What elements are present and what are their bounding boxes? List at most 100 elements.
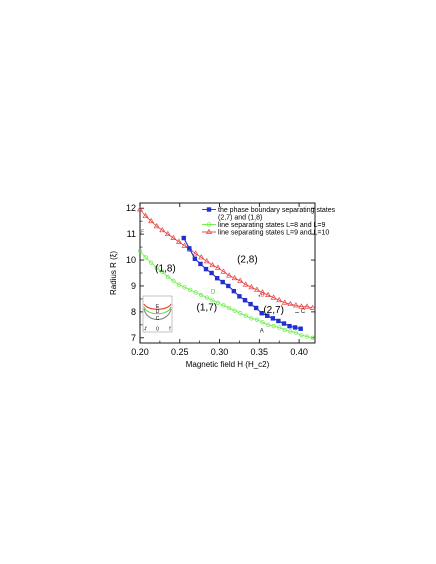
series-line	[183, 237, 301, 330]
data-point	[221, 303, 226, 308]
data-point	[159, 226, 166, 233]
y-tick-label: 9	[131, 281, 136, 291]
data-point	[176, 282, 182, 287]
data-point	[292, 302, 299, 308]
legend-entry: line separating states L=9 and L=10	[218, 230, 329, 237]
data-point	[170, 234, 177, 240]
data-point	[260, 320, 265, 325]
x-tick-label: 0.25	[171, 347, 189, 357]
x-axis-title: Magnetic field H (H_c2)	[186, 360, 270, 369]
x-tick-label: 0.35	[251, 347, 269, 357]
data-point	[199, 292, 204, 298]
series-2	[136, 206, 316, 310]
data-point	[203, 258, 210, 264]
data-point	[214, 264, 221, 270]
data-point	[160, 269, 165, 274]
data-point	[271, 323, 276, 329]
data-point	[143, 255, 148, 260]
data-point	[154, 265, 159, 270]
legend-swatch	[202, 222, 216, 227]
data-point	[192, 256, 198, 261]
data-point	[298, 303, 305, 309]
data-point	[277, 325, 282, 330]
data-point	[226, 283, 231, 289]
data-point	[254, 317, 260, 322]
series-0	[181, 235, 303, 331]
inset-tick-label: -f	[143, 327, 147, 333]
region-labels: (2,8) (1,8) (1,7) (2,7)	[155, 255, 284, 317]
data-point	[299, 333, 304, 338]
data-point	[164, 230, 171, 237]
data-point	[231, 274, 238, 281]
data-point	[248, 301, 253, 307]
data-point	[187, 287, 193, 293]
data-point	[203, 266, 209, 272]
legend-entry: (2,7) and (1,8)	[218, 215, 262, 222]
y-tick-label: 8	[131, 307, 136, 317]
data-point	[298, 326, 303, 331]
region-label: (1,8)	[155, 264, 176, 275]
inset-curve-label: D	[156, 309, 160, 315]
data-point	[259, 289, 266, 295]
data-point	[310, 335, 315, 340]
point-label: C	[301, 309, 306, 315]
data-point	[249, 316, 254, 321]
point-label: E	[140, 230, 144, 236]
data-point	[192, 250, 199, 256]
tick-labels: 0.20 0.25 0.30 0.35 0.40 7 8 9 10 11 12	[126, 203, 308, 357]
data-point	[265, 322, 271, 328]
inset-tick-label: 0	[156, 327, 159, 333]
data-point	[238, 311, 243, 316]
legend-entry: the phase boundary separating states	[218, 207, 336, 214]
data-point	[281, 299, 288, 305]
inset-plot: EDC -f 0 f	[142, 295, 173, 333]
data-point	[270, 294, 277, 300]
data-point	[309, 304, 316, 310]
data-point	[206, 222, 212, 227]
data-point	[265, 291, 272, 297]
tick-marks	[139, 203, 315, 343]
data-point	[253, 286, 260, 292]
data-point	[265, 313, 270, 318]
inset-curve-label: E	[156, 304, 160, 310]
data-point	[287, 300, 294, 307]
data-point	[243, 313, 248, 318]
data-point	[304, 334, 310, 339]
region-label: (2,7)	[263, 305, 284, 316]
data-point	[220, 279, 225, 285]
inset-curve	[143, 303, 172, 310]
data-point	[175, 238, 182, 244]
data-point	[214, 275, 220, 281]
data-point	[148, 260, 154, 265]
data-point	[248, 283, 255, 290]
data-point	[288, 329, 293, 334]
data-point	[253, 305, 259, 311]
data-point	[276, 318, 281, 324]
data-point	[232, 308, 237, 313]
y-axis-title: Radius R (ξ)	[109, 251, 118, 295]
region-label: (2,8)	[237, 255, 258, 266]
data-point	[220, 268, 227, 274]
data-point	[292, 325, 298, 330]
data-point	[171, 278, 176, 283]
series-1	[137, 248, 315, 340]
data-point	[193, 290, 198, 295]
data-point	[215, 300, 221, 305]
data-point	[206, 207, 212, 212]
inset-curve	[143, 308, 172, 321]
data-point	[182, 285, 187, 290]
series-line	[139, 250, 313, 339]
data-point	[304, 303, 311, 309]
y-tick-label: 10	[126, 255, 136, 265]
legend-swatch	[202, 207, 216, 212]
data-point	[231, 288, 237, 294]
inset-curve	[143, 306, 172, 315]
x-tick-label: 0.40	[290, 347, 308, 357]
data-point	[187, 246, 192, 251]
y-tick-label: 11	[127, 229, 136, 239]
y-tick-label: 7	[131, 333, 136, 343]
data-point	[142, 212, 149, 218]
data-point	[198, 254, 205, 260]
